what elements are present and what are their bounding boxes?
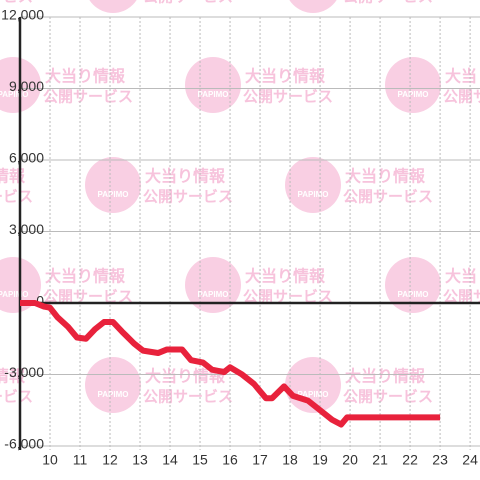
x-tick-label: 14 (162, 452, 178, 468)
watermark-text: 公開サービス (43, 88, 133, 106)
watermark-text: 公開サービス (443, 88, 480, 106)
x-tick-label: 21 (372, 452, 388, 468)
watermark-text: 大当り情報 (45, 67, 126, 86)
watermark-text: 公開サービス (143, 0, 233, 6)
watermark-logo (289, 0, 337, 13)
watermark-logo (285, 157, 341, 213)
watermark-text: 大当り情報 (145, 167, 226, 186)
x-tick-label: 22 (402, 452, 418, 468)
watermark-text: 大当り情報 (445, 267, 480, 286)
watermark-logo-text: PAPIMO (298, 390, 329, 399)
y-tick-label: 3,000 (9, 221, 44, 237)
watermark-logo-text: PAPIMO (398, 90, 429, 99)
x-tick-label: 19 (312, 452, 328, 468)
watermark-logo-text: PAPIMO (0, 290, 28, 299)
watermark-logo (89, 0, 137, 13)
y-tick-label: 9,000 (9, 78, 44, 94)
watermark-text: 大当り情報 (45, 267, 126, 286)
watermark-logo (85, 157, 141, 213)
watermark-text: 公開サービス (343, 0, 433, 6)
x-tick-label: 10 (42, 452, 58, 468)
watermark-text: 公開サービス (0, 188, 33, 206)
watermark-logo (385, 257, 441, 313)
watermark-logo (385, 57, 441, 113)
watermark-logo (185, 257, 241, 313)
y-tick-label: 12,000 (1, 7, 44, 23)
watermark-text: 大当り情報 (345, 367, 426, 386)
watermark-text: 公開サービス (143, 388, 233, 406)
watermark-logo-text: PAPIMO (98, 190, 129, 199)
x-tick-label: 20 (342, 452, 358, 468)
x-tick-label: 24 (462, 452, 478, 468)
x-tick-label: 13 (132, 452, 148, 468)
watermark-text: 大当り情報 (345, 167, 426, 186)
x-tick-label: 23 (432, 452, 448, 468)
watermark-logo (185, 57, 241, 113)
watermark-text: 公開サービス (0, 388, 33, 406)
y-tick-label: 0 (36, 293, 44, 309)
watermark-text: 公開サービス (343, 188, 433, 206)
watermark-logo (85, 357, 141, 413)
watermark-logo-text: PAPIMO (198, 90, 229, 99)
x-tick-label: 17 (252, 452, 268, 468)
x-tick-label: 18 (282, 452, 298, 468)
watermark-text: 大当り情報 (145, 367, 226, 386)
x-tick-label: 15 (192, 452, 208, 468)
watermark-text: 大当り情報 (0, 167, 26, 186)
watermark-text: 公開サービス (243, 88, 333, 106)
x-tick-label: 11 (73, 452, 88, 468)
watermark-text: 公開サービス (443, 288, 480, 306)
y-tick-label: -3,000 (4, 364, 44, 380)
watermark-text: 公開サービス (243, 288, 333, 306)
watermark-logo-text: PAPIMO (398, 290, 429, 299)
y-tick-label: -6,000 (4, 436, 44, 452)
watermark-text: 公開サービス (143, 188, 233, 206)
watermark-text: 大当り情報 (445, 67, 480, 86)
y-tick-label: 6,000 (9, 150, 44, 166)
watermark-text: 大当り情報 (245, 67, 326, 86)
x-tick-label: 12 (102, 452, 118, 468)
watermark-text: 大当り情報 (245, 267, 326, 286)
watermark-logo-text: PAPIMO (198, 290, 229, 299)
watermark-text: 公開サービス (0, 0, 33, 6)
watermark-text: 公開サービス (343, 388, 433, 406)
line-series (20, 299, 441, 428)
x-tick-label: 16 (222, 452, 238, 468)
watermark-logo-text: PAPIMO (98, 390, 129, 399)
watermark-logo-text: PAPIMO (0, 90, 28, 99)
watermark-logo-text: PAPIMO (298, 190, 329, 199)
